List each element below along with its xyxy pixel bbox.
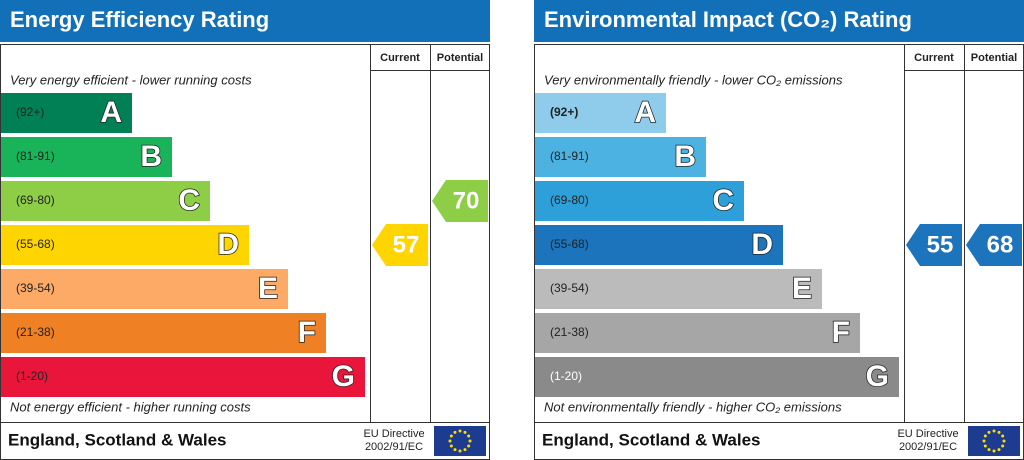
rating-value: 57 [393,231,420,258]
eu-star [453,448,457,452]
rating-band [535,93,666,133]
rating-value: 55 [927,231,954,258]
rating-band [1,225,249,265]
eu-star [987,430,991,434]
column-header: Current [914,52,954,64]
rating-band [1,181,210,221]
footer-directive: 2002/91/EC [899,441,957,453]
rating-band [1,269,288,309]
eu-star [983,434,987,438]
eu-star [982,439,986,443]
panel-title: Energy Efficiency Rating [10,7,269,32]
footer-directive: EU Directive [363,428,424,440]
eu-star [997,448,1001,452]
rating-band [1,137,172,177]
footer-directive: EU Directive [897,428,958,440]
top-note: Very energy efficient - lower running co… [10,72,252,87]
title-bar [0,0,490,42]
band-range: (1-20) [16,369,48,383]
band-letter: G [866,360,889,393]
eu-star [1001,444,1005,448]
band-range: (39-54) [550,281,589,295]
rating-band [535,225,783,265]
rating-arrow [906,224,962,266]
band-range: (39-54) [16,281,55,295]
band-letter: D [751,228,773,261]
band-range: (21-38) [550,325,589,339]
rating-band [535,269,822,309]
band-letter: F [298,316,316,349]
eu-star [449,434,453,438]
band-range: (92+) [16,105,44,119]
eu-star [448,439,452,443]
column-header: Current [380,52,420,64]
rating-band [535,181,744,221]
eu-star [992,449,996,453]
column-header: Potential [971,52,1017,64]
eu-star [983,444,987,448]
eu-star [463,448,467,452]
band-letter: G [332,360,355,393]
eu-star [467,444,471,448]
bottom-note: Not energy efficient - higher running co… [10,399,251,414]
eu-star [468,439,472,443]
eu-star [1001,434,1005,438]
band-range: (69-80) [16,193,55,207]
panel-title: Environmental Impact (CO₂) Rating [544,7,912,32]
rating-panel: Environmental Impact (CO₂) Rating Current… [534,0,1024,460]
band-letter: F [832,316,850,349]
rating-value: 70 [453,187,480,214]
rating-panel: Energy Efficiency Rating Current Potential… [0,0,490,460]
band-letter: E [792,272,812,305]
rating-arrow [432,180,488,222]
eu-star [1002,439,1006,443]
band-range: (81-91) [550,149,589,163]
rating-arrow [966,224,1022,266]
band-letter: E [258,272,278,305]
band-range: (21-38) [16,325,55,339]
band-letter: C [178,184,200,217]
band-range: (81-91) [16,149,55,163]
rating-band [1,93,132,133]
band-range: (55-68) [550,237,589,251]
rating-band [1,313,326,353]
band-range: (1-20) [550,369,582,383]
rating-arrow [372,224,428,266]
band-range: (69-80) [550,193,589,207]
column-header: Potential [437,52,483,64]
band-range: (92+) [550,105,578,119]
title-bar [534,0,1024,42]
bottom-note: Not environmentally friendly - higher CO… [544,399,842,414]
eu-star [458,449,462,453]
eu-star [987,448,991,452]
band-letter: A [634,96,656,129]
rating-band [535,137,706,177]
band-letter: A [100,96,122,129]
band-letter: B [140,140,162,173]
footer-region: England, Scotland & Wales [542,430,761,449]
eu-star [458,429,462,433]
band-letter: B [674,140,696,173]
eu-star [992,429,996,433]
eu-star [449,444,453,448]
rating-value: 68 [987,231,1014,258]
footer-directive: 2002/91/EC [365,441,423,453]
eu-star [997,430,1001,434]
rating-band [1,357,365,397]
band-range: (55-68) [16,237,55,251]
footer-region: England, Scotland & Wales [8,430,227,449]
top-note: Very environmentally friendly - lower CO… [544,72,843,87]
rating-band [535,313,860,353]
band-letter: D [217,228,239,261]
eu-star [467,434,471,438]
rating-band [535,357,899,397]
band-letter: C [712,184,734,217]
eu-star [463,430,467,434]
eu-star [453,430,457,434]
